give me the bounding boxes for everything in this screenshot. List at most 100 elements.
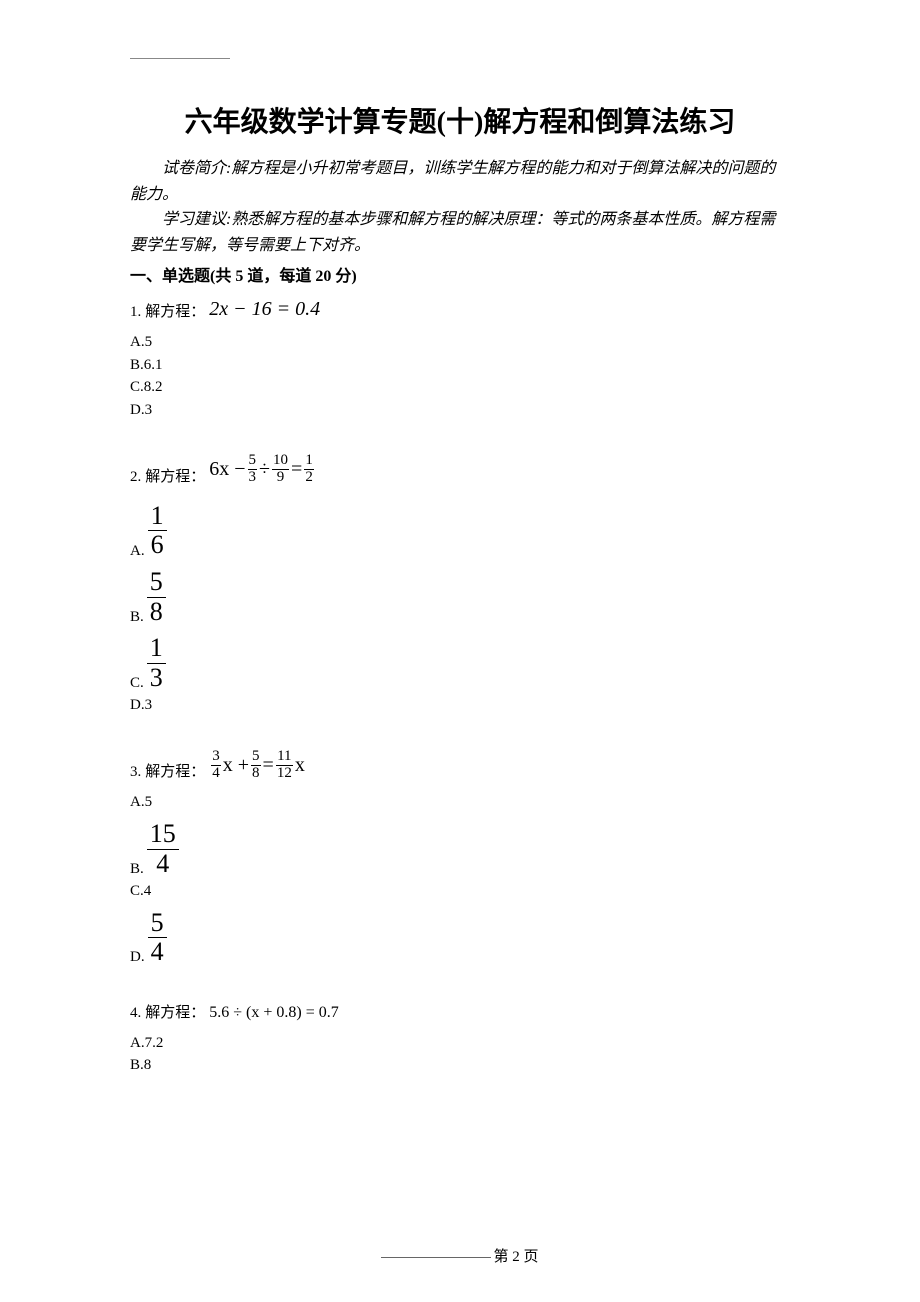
question-2-label: 解方程： (145, 465, 205, 486)
option-value: 6.1 (144, 354, 163, 377)
page-number: 第 2 页 (493, 1249, 538, 1265)
fraction: 154 (147, 820, 179, 878)
numerator: 5 (251, 749, 261, 765)
denominator: 6 (148, 530, 167, 560)
denominator: 8 (147, 597, 166, 627)
section-header: 一、单选题(共 5 道，每道 20 分) (130, 262, 790, 286)
fraction: 12 (304, 453, 314, 486)
option-label: C. (130, 376, 144, 399)
question-2-option-b: B.58 (130, 562, 790, 628)
option-value: 8 (144, 1054, 152, 1077)
numerator: 5 (248, 453, 258, 469)
option-value: 5 (145, 331, 153, 354)
intro-label-1: 试卷简介: (162, 160, 231, 177)
question-3-options: A.5 B.154 C.4 D.54 (130, 791, 790, 968)
option-label: B. (130, 858, 144, 881)
question-1-option-c: C.8.2 (130, 376, 790, 399)
intro-paragraph-2: 学习建议:熟悉解方程的基本步骤和解方程的解决原理：等式的两条基本性质。解方程需要… (130, 207, 790, 258)
option-label: C. (130, 880, 144, 903)
question-1: 1. 解方程： 2x − 16 = 0.4 A.5 B.6.1 C.8.2 D.… (130, 298, 790, 421)
question-2-prompt: 2. 解方程： 6x − 53 ÷ 109 = 12 (130, 453, 790, 486)
question-4-option-a: A.7.2 (130, 1032, 790, 1055)
question-3-option-c: C.4 (130, 880, 790, 903)
question-3-option-d: D.54 (130, 903, 790, 969)
option-label: A. (130, 540, 145, 563)
fraction: 13 (147, 634, 166, 692)
question-3-label: 解方程： (145, 760, 205, 781)
question-2-equation: 6x − 53 ÷ 109 = 12 (209, 453, 316, 486)
option-label: D. (130, 946, 145, 969)
denominator: 4 (147, 849, 179, 879)
eq-text: x (295, 754, 305, 777)
question-2-options: A.16 B.58 C.13 D.3 (130, 496, 790, 717)
eq-text: 6x − (209, 458, 245, 481)
question-2-option-d: D.3 (130, 694, 790, 717)
question-4-equation: 5.6 ÷ (x + 0.8) = 0.7 (209, 1004, 338, 1022)
question-1-prompt: 1. 解方程： 2x − 16 = 0.4 (130, 298, 790, 321)
intro-label-2: 学习建议: (162, 211, 231, 228)
numerator: 5 (147, 568, 166, 597)
question-1-label: 解方程： (145, 300, 205, 321)
fraction: 16 (148, 502, 167, 560)
intro-paragraph-1: 试卷简介:解方程是小升初常考题目，训练学生解方程的能力和对于倒算法解决的问题的能… (130, 156, 790, 207)
option-value: 3 (145, 694, 153, 717)
question-3-prompt: 3. 解方程： 34 x + 58 = 1112 x (130, 749, 790, 782)
option-label: B. (130, 606, 144, 629)
option-label: C. (130, 672, 144, 695)
page-header-rule (130, 58, 230, 59)
option-value: 4 (144, 880, 152, 903)
fraction: 53 (248, 453, 258, 486)
footer-rule (381, 1257, 491, 1258)
option-label: A. (130, 791, 145, 814)
question-1-option-a: A.5 (130, 331, 790, 354)
question-1-number: 1. (130, 304, 141, 321)
question-3-equation: 34 x + 58 = 1112 x (209, 749, 305, 782)
numerator: 15 (147, 820, 179, 849)
page-footer: 第 2 页 (0, 1245, 920, 1266)
numerator: 5 (148, 909, 167, 938)
option-label: A. (130, 1032, 145, 1055)
page-content: 六年级数学计算专题(十)解方程和倒算法练习 试卷简介:解方程是小升初常考题目，训… (0, 0, 920, 1077)
numerator: 3 (211, 749, 221, 765)
option-label: B. (130, 1054, 144, 1077)
numerator: 11 (276, 749, 293, 765)
eq-equals: = (291, 458, 302, 481)
document-title: 六年级数学计算专题(十)解方程和倒算法练习 (130, 100, 790, 140)
question-4-number: 4. (130, 1005, 141, 1022)
question-2-option-c: C.13 (130, 628, 790, 694)
option-label: D. (130, 399, 145, 422)
denominator: 3 (248, 469, 258, 486)
denominator: 8 (251, 765, 261, 782)
question-2: 2. 解方程： 6x − 53 ÷ 109 = 12 A.16 B.58 C.1… (130, 453, 790, 717)
numerator: 1 (304, 453, 314, 469)
option-label: D. (130, 694, 145, 717)
question-4: 4. 解方程： 5.6 ÷ (x + 0.8) = 0.7 A.7.2 B.8 (130, 1001, 790, 1077)
question-1-equation: 2x − 16 = 0.4 (209, 298, 320, 321)
option-value: 7.2 (145, 1032, 164, 1055)
question-4-prompt: 4. 解方程： 5.6 ÷ (x + 0.8) = 0.7 (130, 1001, 790, 1022)
option-label: A. (130, 331, 145, 354)
option-label: B. (130, 354, 144, 377)
denominator: 2 (304, 469, 314, 486)
fraction: 58 (251, 749, 261, 782)
question-1-options: A.5 B.6.1 C.8.2 D.3 (130, 331, 790, 421)
question-1-option-b: B.6.1 (130, 354, 790, 377)
question-3: 3. 解方程： 34 x + 58 = 1112 x A.5 B.154 C.4… (130, 749, 790, 969)
numerator: 10 (272, 453, 289, 469)
eq-text: x + (223, 754, 249, 777)
question-4-option-b: B.8 (130, 1054, 790, 1077)
numerator: 1 (148, 502, 167, 531)
fraction: 54 (148, 909, 167, 967)
question-4-options: A.7.2 B.8 (130, 1032, 790, 1077)
question-2-number: 2. (130, 469, 141, 486)
question-3-option-a: A.5 (130, 791, 790, 814)
denominator: 4 (211, 765, 221, 782)
fraction: 1112 (276, 749, 293, 782)
denominator: 9 (272, 469, 289, 486)
question-4-label: 解方程： (145, 1001, 205, 1022)
fraction: 34 (211, 749, 221, 782)
option-value: 3 (145, 399, 153, 422)
denominator: 12 (276, 765, 293, 782)
question-3-number: 3. (130, 764, 141, 781)
question-3-option-b: B.154 (130, 814, 790, 880)
